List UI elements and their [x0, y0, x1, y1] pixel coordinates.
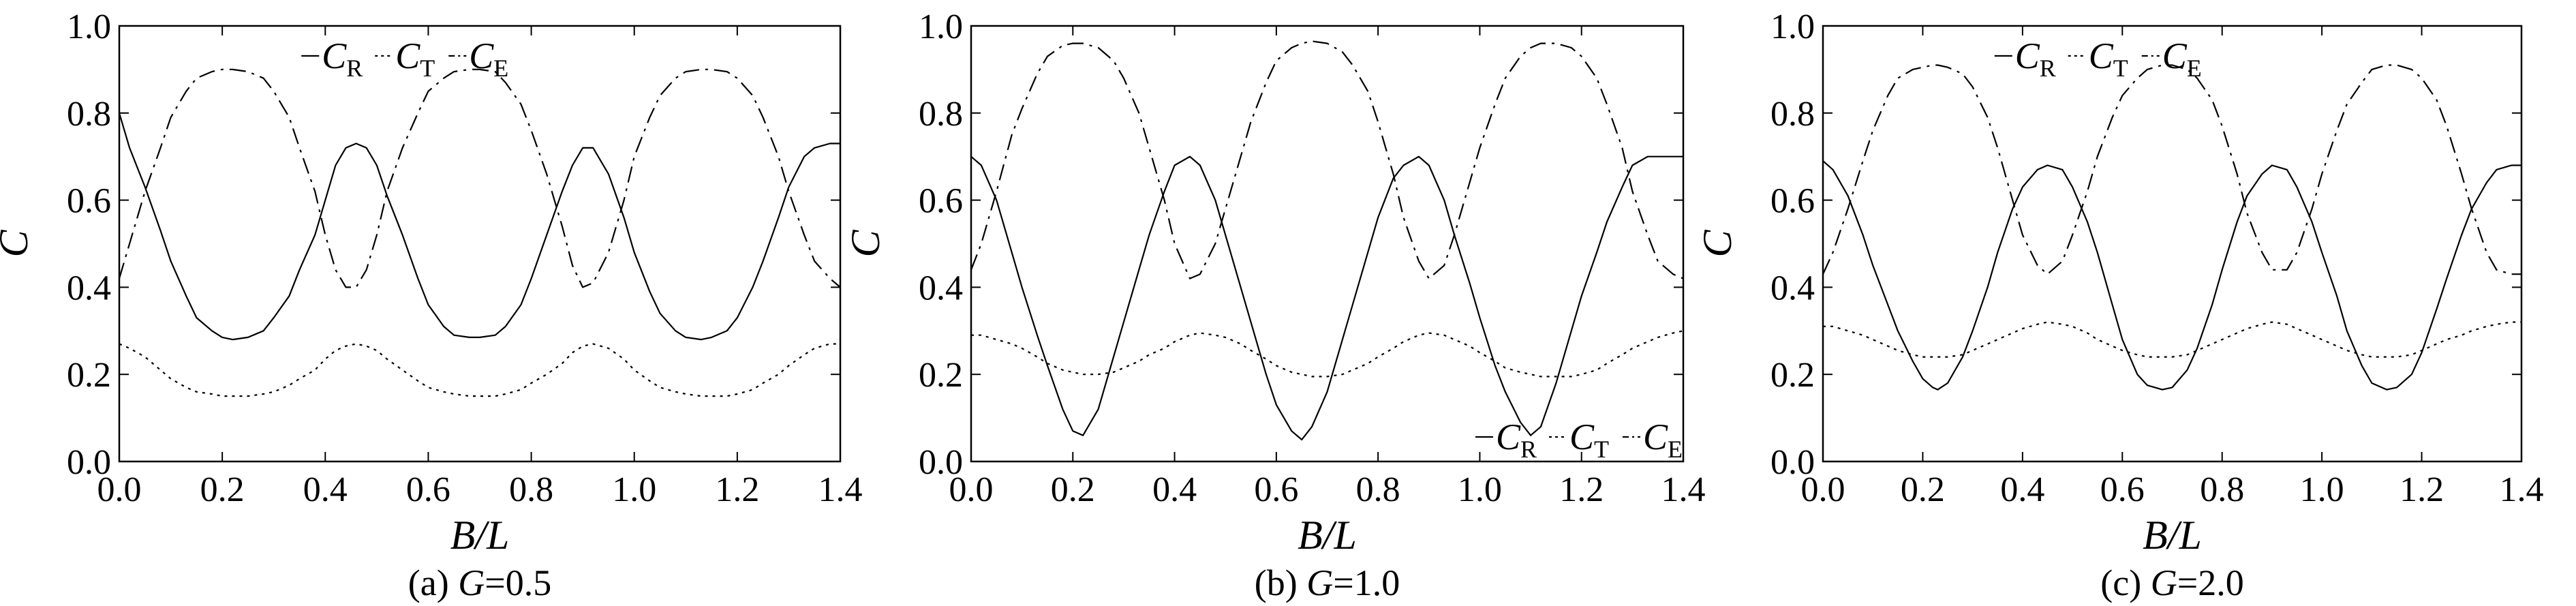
legend-label: CR [322, 35, 363, 82]
y-tick-label: 0.0 [67, 443, 111, 482]
legend-label: CT [395, 35, 435, 82]
y-tick-label: 0.4 [67, 269, 111, 307]
legend: CR CT CE [301, 35, 508, 82]
x-tick-label: 0.2 [1901, 470, 1945, 509]
y-axis-title: C [0, 230, 36, 258]
chart-panel-a: 0.0 0.2 0.4 0.6 0.8 1.0 1.2 1.4 0.0 0.2 0.4 0.6 0.8 1… [0, 7, 863, 603]
y-tick-label: 0.4 [1770, 269, 1815, 307]
series-line-c-e [970, 40, 1684, 279]
y-tick-label: 1.0 [67, 7, 111, 46]
x-tick-label: 1.4 [1661, 470, 1706, 509]
y-tick-label: 0.2 [919, 356, 963, 395]
x-tick-label: 0.2 [200, 470, 245, 509]
y-tick-label: 0.2 [67, 356, 111, 395]
legend-label: CE [2162, 35, 2202, 82]
legend-label: CE [469, 35, 508, 82]
x-axis-title: B/L [2143, 513, 2202, 558]
x-axis-title: B/L [450, 513, 510, 558]
y-tick-label: 0.2 [1770, 356, 1815, 395]
x-tick-label: 0.6 [406, 470, 450, 509]
y-tick-label: 1.0 [919, 7, 963, 46]
x-tick-label: 0.4 [303, 470, 348, 509]
y-tick-label: 0.6 [67, 182, 111, 221]
x-tick-label: 0.4 [1152, 470, 1197, 509]
x-tick-label: 1.4 [818, 470, 863, 509]
legend: CR CT CE [1475, 416, 1683, 463]
legend-label: CR [2015, 35, 2056, 82]
chart-panel-b: 0.0 0.2 0.4 0.6 0.8 1.0 1.2 1.4 0.0 0.2 0.4 0.6 0.8 1… [843, 7, 1706, 603]
x-tick-label: 1.0 [612, 470, 656, 509]
series-line-c-t [1823, 321, 2521, 358]
x-tick-label: 0.8 [509, 470, 553, 509]
panel-caption: (a) G=0.5 [408, 562, 551, 603]
series-line-c-r [970, 155, 1683, 441]
y-axis-title: C [843, 230, 888, 258]
plot-frame [970, 25, 1685, 463]
x-tick-label: 0.6 [2100, 470, 2145, 509]
x-tick-label: 1.2 [1559, 470, 1604, 509]
legend-label: CR [1496, 416, 1537, 463]
y-tick-label: 0.8 [1770, 95, 1815, 134]
legend-label: CT [2089, 35, 2128, 82]
x-tick-label: 1.2 [715, 470, 759, 509]
x-tick-label: 0.2 [1051, 470, 1095, 509]
x-tick-label: 0.4 [2000, 470, 2044, 509]
series-line-c-t [971, 330, 1684, 378]
series-line-c-e [118, 68, 841, 288]
x-tick-label: 0.6 [1254, 470, 1298, 509]
chart-panel-c: 0.0 0.2 0.4 0.6 0.8 1.0 1.2 1.4 0.0 0.2 0.4 0.6 0.8 1… [1695, 7, 2544, 603]
series-line-c-t [119, 343, 840, 397]
y-tick-label: 0.8 [919, 95, 963, 134]
y-tick-label: 0.4 [919, 269, 963, 307]
panel-caption: (b) G=1.0 [1255, 562, 1400, 603]
series-line-c-e [1822, 64, 2521, 275]
x-tick-label: 0.0 [97, 470, 142, 509]
x-tick-label: 1.4 [2500, 470, 2544, 509]
legend-label: CT [1569, 416, 1609, 463]
x-tick-label: 1.0 [1458, 470, 1502, 509]
y-tick-label: 0.0 [1770, 443, 1815, 482]
y-tick-label: 1.0 [1770, 7, 1815, 46]
x-axis-title: B/L [1298, 513, 1357, 558]
legend-label: CE [1643, 416, 1683, 463]
x-tick-label: 0.8 [1356, 470, 1400, 509]
plot-frame [1822, 25, 2523, 463]
x-tick-label: 0.0 [949, 470, 994, 509]
series-line-c-r [1822, 160, 2521, 391]
panel-caption: (c) G=2.0 [2100, 562, 2243, 603]
y-tick-label: 0.0 [919, 443, 963, 482]
x-tick-label: 0.0 [1801, 470, 1845, 509]
x-tick-label: 1.0 [2300, 470, 2344, 509]
y-tick-label: 0.8 [67, 95, 111, 134]
y-tick-label: 0.6 [919, 182, 963, 221]
y-axis-title: C [1695, 230, 1740, 258]
x-tick-label: 0.8 [2200, 470, 2244, 509]
series-line-c-r [118, 112, 840, 341]
plot-frame [118, 25, 842, 463]
y-tick-label: 0.6 [1770, 182, 1815, 221]
x-tick-label: 1.2 [2399, 470, 2444, 509]
legend: CR CT CE [1994, 35, 2202, 82]
